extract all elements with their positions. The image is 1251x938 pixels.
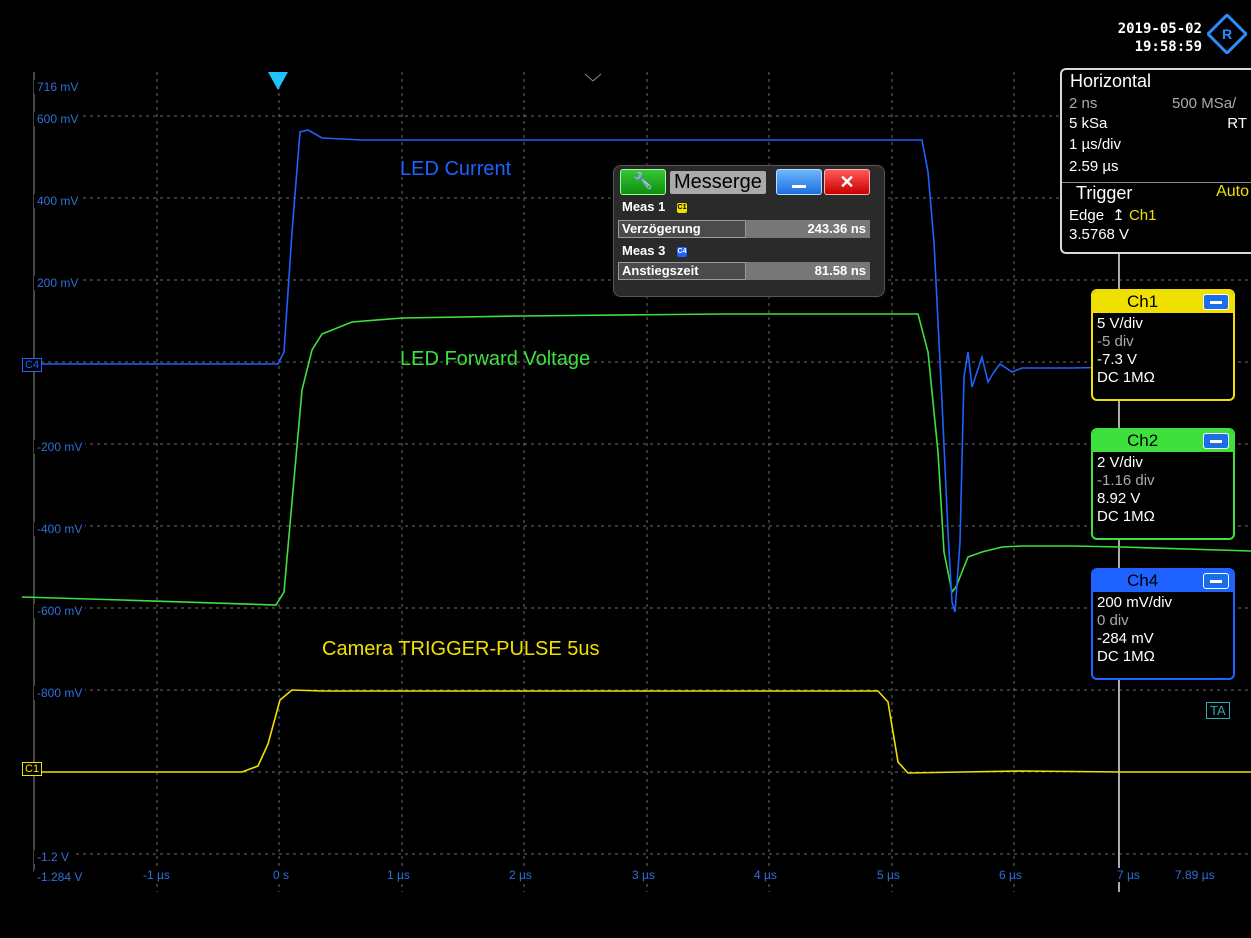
ch4-coupling: DC 1MΩ bbox=[1097, 648, 1155, 665]
trigger-type-text: Edge bbox=[1069, 207, 1105, 224]
trigger-type-row: Edge ↥ Ch1 bbox=[1069, 206, 1157, 224]
meas1-name: Verzögerung bbox=[618, 220, 746, 238]
trigger-title: Trigger bbox=[1076, 183, 1133, 203]
close-button[interactable]: ✕ bbox=[824, 169, 870, 195]
time-text: 19:58:59 bbox=[1134, 39, 1202, 55]
x-axis-label: 2 µs bbox=[506, 868, 535, 882]
measurement-title: Messerge bbox=[670, 171, 766, 194]
x-axis-label: 3 µs bbox=[629, 868, 658, 882]
resolution-text: 2 ns bbox=[1069, 95, 1098, 112]
meas1-result[interactable]: Verzögerung 243.36 ns bbox=[618, 220, 870, 238]
x-axis-label: 7 µs bbox=[1114, 868, 1143, 882]
trigger-level-marker[interactable]: TA bbox=[1206, 702, 1230, 719]
trace-label-current: LED Current bbox=[400, 158, 512, 180]
y-axis-label: 200 mV bbox=[34, 276, 82, 290]
rising-edge-icon: ↥ bbox=[1112, 207, 1125, 224]
ch1-ground-marker[interactable]: C1 bbox=[22, 762, 43, 776]
trigger-header[interactable]: Trigger Auto bbox=[1062, 182, 1251, 205]
time-scale-text: 1 µs/div bbox=[1069, 136, 1121, 153]
x-axis-label: 7.89 µs bbox=[1172, 868, 1218, 882]
trigger-level-text: 3.5768 V bbox=[1069, 226, 1130, 243]
ch4-offset-div: 0 div bbox=[1097, 612, 1129, 629]
y-axis-label: -800 mV bbox=[34, 686, 86, 700]
ch1-name: Ch1 bbox=[1127, 292, 1159, 311]
trigger-mode: Auto bbox=[1216, 183, 1249, 200]
x-axis-label: 5 µs bbox=[874, 868, 903, 882]
meas1-row: Meas 1 C1 bbox=[622, 199, 687, 214]
ch1-coupling: DC 1MΩ bbox=[1097, 369, 1155, 386]
rs-logo-icon: R bbox=[1207, 14, 1247, 54]
acq-mode-text: RT bbox=[1227, 115, 1247, 132]
measurement-titlebar[interactable]: 🔧 Messerge ✕ bbox=[614, 166, 884, 198]
trace-label-voltage: LED Forward Voltage bbox=[400, 348, 591, 370]
ch1-chip-icon: C1 bbox=[677, 202, 687, 213]
y-axis-label: -400 mV bbox=[34, 522, 86, 536]
meas3-name: Anstiegszeit bbox=[618, 262, 746, 280]
trace-label-trigger: Camera TRIGGER-PULSE 5us bbox=[322, 638, 600, 660]
meas3-row: Meas 3 C4 bbox=[622, 243, 687, 258]
meas1-label: Meas 1 bbox=[622, 199, 666, 214]
ch2-header[interactable]: Ch2 bbox=[1093, 430, 1233, 452]
datetime: 2019-05-02 19:58:59 bbox=[1090, 20, 1202, 56]
ch2-offset: 8.92 V bbox=[1097, 490, 1141, 507]
sample-rate-text: 500 MSa/ bbox=[1172, 95, 1237, 112]
measurement-dialog[interactable]: 🔧 Messerge ✕ Meas 1 C1 Verzögerung 243.3… bbox=[613, 165, 885, 297]
meas3-value: 81.58 ns bbox=[814, 263, 866, 278]
y-axis-label: -600 mV bbox=[34, 604, 86, 618]
ch4-scale: 200 mV/div bbox=[1097, 594, 1173, 611]
ch4-panel[interactable]: Ch4 200 mV/div 0 div -284 mV DC 1MΩ bbox=[1091, 568, 1235, 680]
date-text: 2019-05-02 bbox=[1117, 21, 1202, 37]
meas1-value: 243.36 ns bbox=[807, 221, 866, 236]
ch2-scale: 2 V/div bbox=[1097, 454, 1143, 471]
ch2-panel[interactable]: Ch2 2 V/div -1.16 div 8.92 V DC 1MΩ bbox=[1091, 428, 1235, 540]
ch1-minimize-button[interactable] bbox=[1203, 294, 1229, 310]
svg-text:R: R bbox=[1222, 26, 1232, 42]
ch2-minimize-button[interactable] bbox=[1203, 433, 1229, 449]
y-axis-label: -1.2 V bbox=[34, 850, 73, 864]
ch2-coupling: DC 1MΩ bbox=[1097, 508, 1155, 525]
y-axis-label: 400 mV bbox=[34, 194, 82, 208]
x-axis-label: 0 s bbox=[270, 868, 293, 882]
ch4-header[interactable]: Ch4 bbox=[1093, 570, 1233, 592]
y-axis-label: -1.284 V bbox=[34, 870, 86, 884]
ch4-name: Ch4 bbox=[1127, 571, 1159, 590]
x-axis-label: 1 µs bbox=[384, 868, 413, 882]
ch4-offset: -284 mV bbox=[1097, 630, 1154, 647]
wrench-icon[interactable]: 🔧 bbox=[620, 169, 666, 195]
x-axis-label: -1 µs bbox=[140, 868, 173, 882]
minimize-button[interactable] bbox=[776, 169, 822, 195]
ch2-name: Ch2 bbox=[1127, 431, 1159, 450]
y-axis-label: -200 mV bbox=[34, 440, 86, 454]
ch1-header[interactable]: Ch1 bbox=[1093, 291, 1233, 313]
time-position-text: 2.59 µs bbox=[1069, 158, 1119, 175]
meas3-label: Meas 3 bbox=[622, 243, 666, 258]
x-axis-label: 6 µs bbox=[996, 868, 1025, 882]
ch1-offset-div: -5 div bbox=[1097, 333, 1134, 350]
trigger-source-text: Ch1 bbox=[1128, 207, 1157, 224]
horizontal-title: Horizontal bbox=[1070, 71, 1152, 91]
y-axis-label: 600 mV bbox=[34, 112, 82, 126]
meas3-result[interactable]: Anstiegszeit 81.58 ns bbox=[618, 262, 870, 280]
x-axis-label: 4 µs bbox=[751, 868, 780, 882]
ch1-offset: -7.3 V bbox=[1097, 351, 1138, 368]
ch4-ground-marker[interactable]: C4 bbox=[22, 358, 43, 372]
ch4-chip-icon: C4 bbox=[677, 246, 687, 257]
ch1-panel[interactable]: Ch1 5 V/div -5 div -7.3 V DC 1MΩ bbox=[1091, 289, 1235, 401]
record-length-text: 5 kSa bbox=[1069, 115, 1108, 132]
ch4-minimize-button[interactable] bbox=[1203, 573, 1229, 589]
ch2-offset-div: -1.16 div bbox=[1097, 472, 1155, 489]
y-axis-label: 716 mV bbox=[34, 80, 82, 94]
horizontal-panel[interactable]: Horizontal 2 ns 500 MSa/ 5 kSa RT 1 µs/d… bbox=[1060, 68, 1251, 254]
ch1-scale: 5 V/div bbox=[1097, 315, 1143, 332]
top-bar bbox=[0, 0, 1251, 72]
